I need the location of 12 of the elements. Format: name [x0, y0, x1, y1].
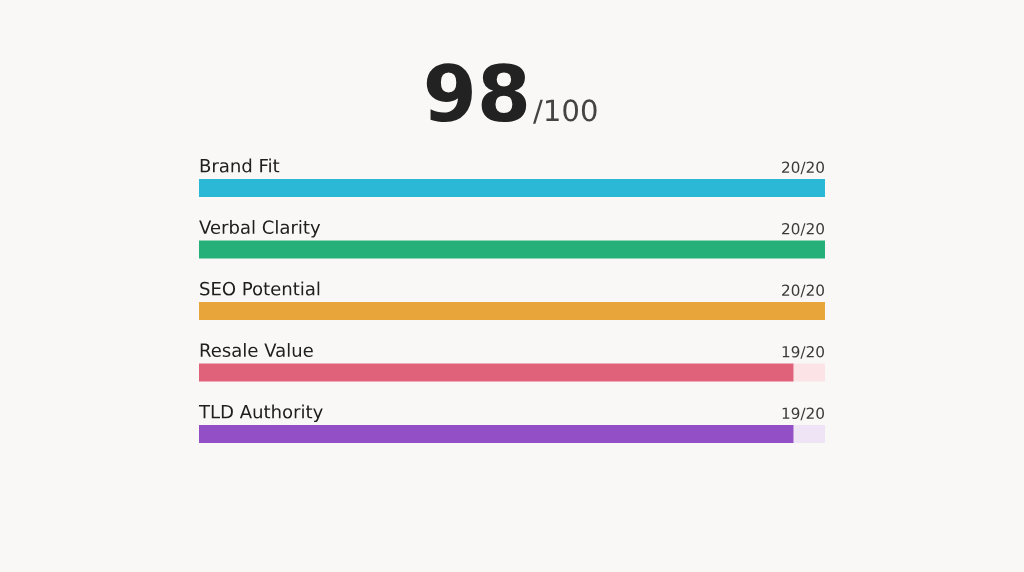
- data-label: 20/20: [782, 284, 824, 298]
- data-label: 19/20: [782, 345, 824, 359]
- y-tick-label: Brand Fit: [200, 158, 280, 173]
- chart-subtitle: /100: [533, 99, 597, 124]
- data-label: 19/20: [782, 407, 824, 421]
- y-tick-label: SEO Potential: [200, 281, 320, 296]
- y-tick-label: Resale Value: [200, 343, 313, 358]
- chart-title: 98: [426, 63, 527, 123]
- y-tick-label: TLD Authority: [198, 404, 323, 423]
- y-tick-label: Verbal Clarity: [199, 220, 321, 238]
- data-label: 20/20: [782, 161, 824, 175]
- data-label: 20/20: [782, 222, 824, 236]
